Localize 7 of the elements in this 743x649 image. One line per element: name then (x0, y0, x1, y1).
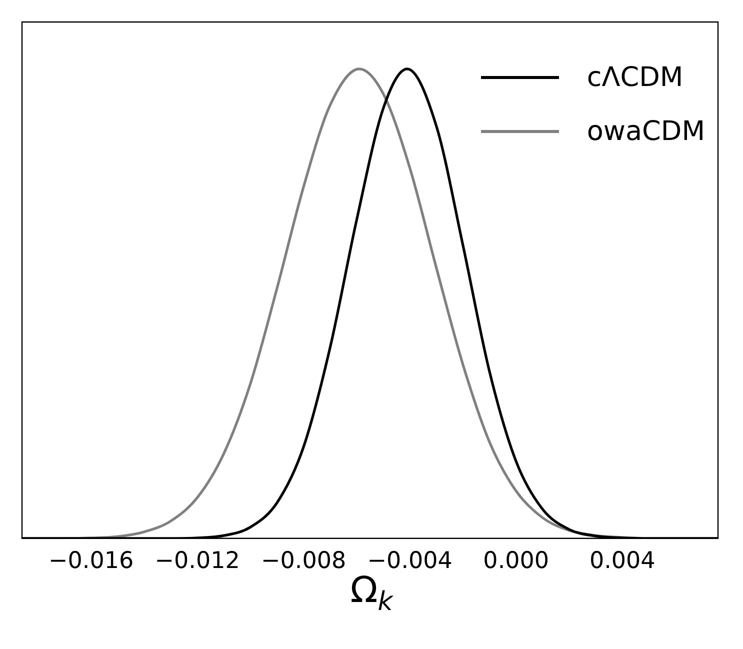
x-tick-label: −0.016 (48, 548, 134, 574)
legend-label: owaCDM (586, 116, 705, 146)
x-tick-label: 0.000 (483, 548, 550, 574)
legend-label: cΛCDM (586, 62, 684, 92)
x-tick-label: −0.012 (154, 548, 240, 574)
x-tick-label: 0.004 (589, 548, 656, 574)
x-tick-label: −0.008 (261, 548, 346, 574)
